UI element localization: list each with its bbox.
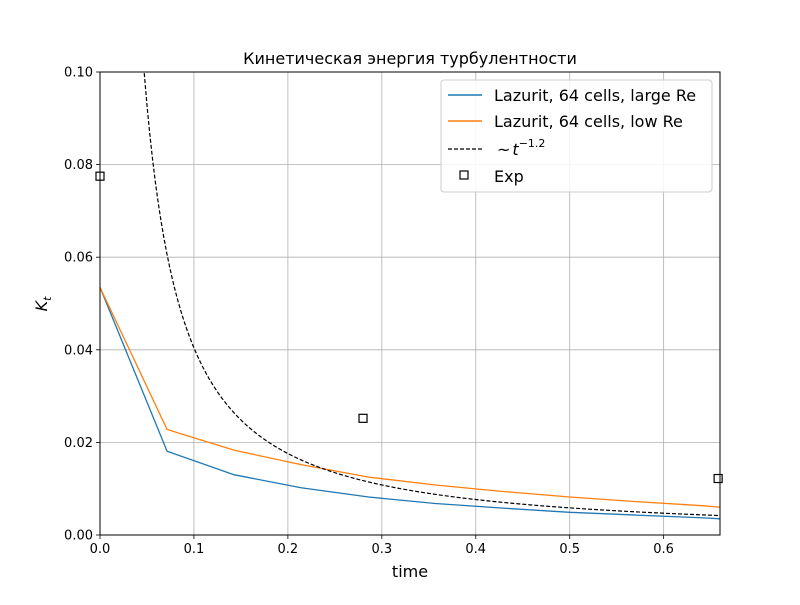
x-tick-label: 0.0	[90, 542, 111, 557]
x-tick-label: 0.6	[653, 542, 674, 557]
legend: Lazurit, 64 cells, large Re Lazurit, 64 …	[440, 79, 713, 193]
power-law-prefix: ~	[497, 140, 510, 159]
y-axis-label-sub: t	[41, 296, 54, 301]
y-tick-label: 0.00	[64, 529, 93, 544]
y-tick-label: 0.10	[64, 66, 93, 81]
exp-point	[358, 413, 368, 423]
legend-marker-exp	[459, 170, 469, 180]
x-tick-label: 0.4	[465, 542, 486, 557]
power-law-exponent: −1.2	[519, 137, 546, 150]
y-tick-label: 0.08	[64, 158, 93, 173]
x-tick-label: 0.2	[278, 542, 299, 557]
chart-title: Кинетическая энергия турбулентности	[243, 49, 577, 68]
x-tick-label: 0.5	[559, 542, 580, 557]
series-line-power-law	[143, 72, 720, 517]
y-tick-label: 0.04	[64, 343, 93, 358]
plot-frame	[99, 71, 721, 536]
legend-label-large-re: Lazurit, 64 cells, large Re	[494, 86, 696, 105]
series-line-low-re	[100, 287, 720, 508]
x-axis-label: time	[392, 562, 428, 581]
x-tick-label: 0.3	[371, 542, 392, 557]
y-tick-label: 0.02	[64, 436, 93, 451]
legend-box	[440, 79, 713, 193]
legend-label-exp: Exp	[494, 167, 524, 186]
tick-layer: 0.0 0.1 0.2 0.3 0.4 0.5 0.6 0.00 0.02 0.04 0.06 0.0…	[64, 66, 674, 558]
y-tick-label: 0.06	[64, 251, 93, 266]
legend-label-power-law: ~ t−1.2	[497, 137, 545, 159]
y-axis-label-base: K	[32, 299, 51, 311]
y-axis-label: Kt	[32, 296, 54, 312]
legend-label-low-re: Lazurit, 64 cells, low Re	[494, 112, 683, 131]
exp-point	[713, 473, 723, 484]
power-law-base: t	[512, 140, 519, 159]
x-tick-label: 0.1	[184, 542, 205, 557]
series-layer	[100, 72, 720, 520]
series-line-large-re	[100, 287, 720, 520]
